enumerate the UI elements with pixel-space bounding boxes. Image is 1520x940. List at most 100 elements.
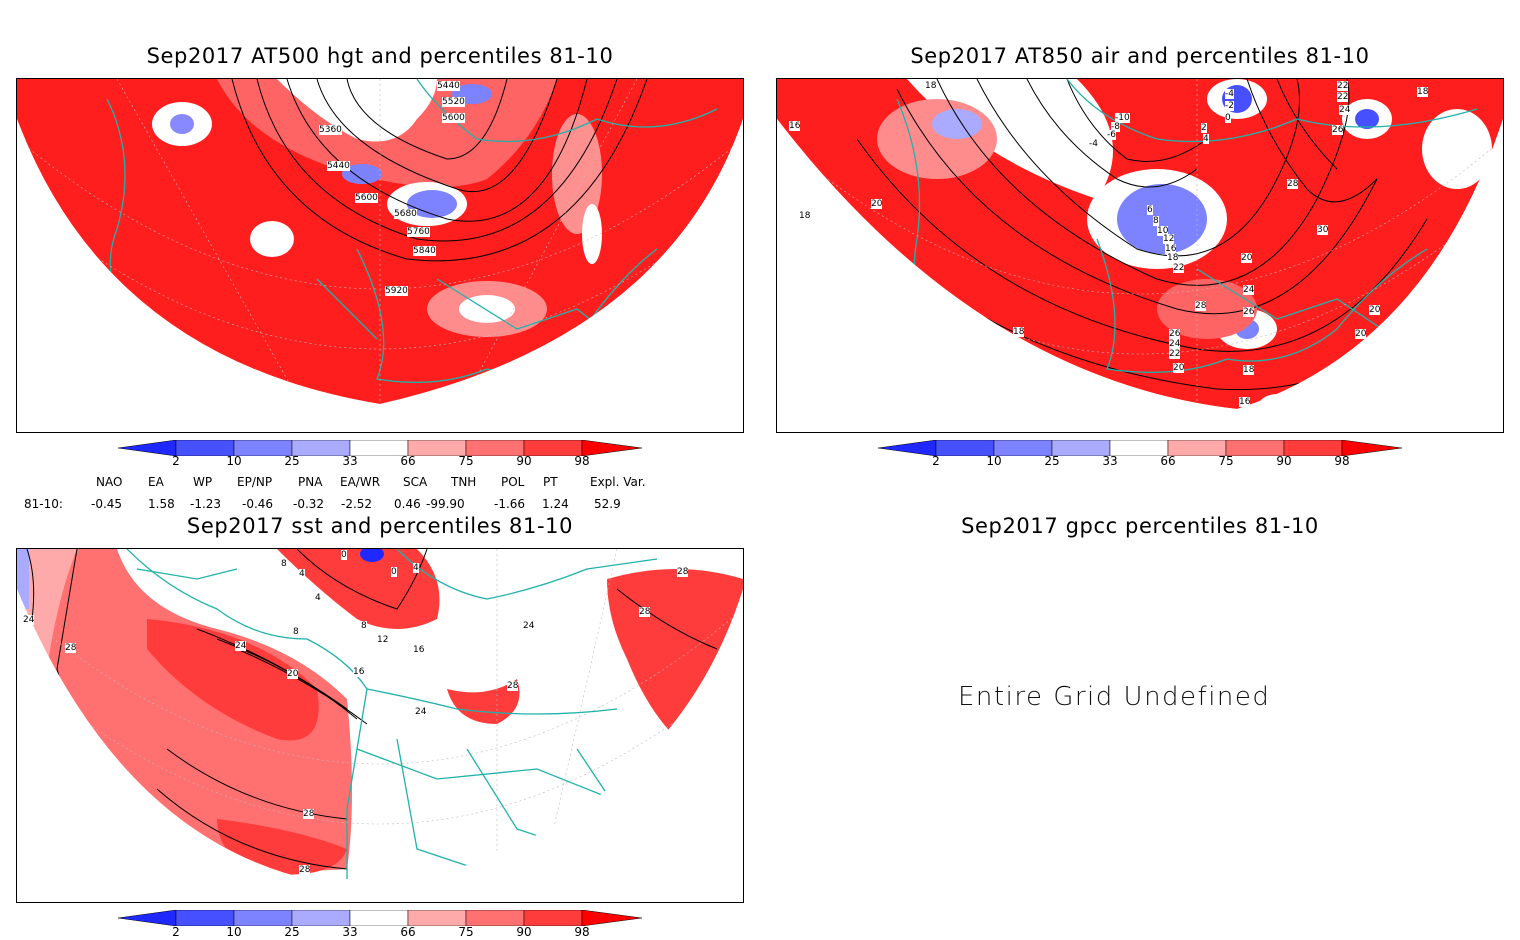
air850-label-35: 22 (1169, 349, 1181, 359)
air850-label-25: 22 (1173, 263, 1185, 273)
air850-legend-bar (877, 439, 1403, 457)
air850-label-30: 28 (1195, 301, 1207, 311)
sst-label-16: 16 (353, 667, 365, 677)
legend-label-66: 66 (400, 925, 416, 939)
legend-label-33: 33 (342, 925, 358, 939)
legend-label-75: 75 (458, 454, 474, 468)
hgt500-legend-bar (117, 439, 643, 457)
sst-label-22: 28 (299, 865, 311, 875)
sst-label-8: 8 (361, 621, 367, 631)
index-value-sca: 0.46 (394, 497, 421, 511)
legend-label-10: 10 (986, 454, 1002, 468)
legend-label-66: 66 (1160, 454, 1176, 468)
air850-label-17: 20 (871, 199, 883, 209)
air850-label-32: 18 (1013, 327, 1025, 337)
legend-label-90: 90 (516, 925, 532, 939)
air850-label-2: -2 (1225, 101, 1234, 111)
air850-label-3: 0 (1225, 113, 1231, 123)
air850-title: Sep2017 AT850 air and percentiles 81-10 (910, 44, 1370, 68)
sst-label-3: 0 (391, 567, 397, 577)
sst-label-18: 28 (507, 681, 519, 691)
air850-label-12: -10 (1115, 113, 1130, 123)
index-header-epnp: EP/NP (237, 475, 273, 489)
index-value-epnp: -0.46 (242, 497, 274, 511)
hgt500-title: Sep2017 AT500 hgt and percentiles 81-10 (146, 44, 614, 68)
hgt500-label-6: 5680 (394, 209, 417, 219)
air850-label-29: 26 (1243, 307, 1255, 317)
gpcc-undefined-message: Entire Grid Undefined (958, 682, 1271, 712)
air850-label-22: 12 (1163, 234, 1175, 244)
legend-label-25: 25 (1044, 454, 1060, 468)
hgt500-label-1: 5520 (442, 97, 465, 107)
sst-label-2: 4 (299, 569, 305, 579)
sst-label-10: 12 (377, 635, 389, 645)
index-header-ea: EA (148, 475, 164, 489)
index-header-nao: NAO (96, 475, 123, 489)
sst-label-14: 16 (413, 645, 425, 655)
hgt500-label-2: 5600 (442, 113, 465, 123)
air850-label-23: 16 (1165, 244, 1177, 254)
index-header-explvar: Expl. Var. (590, 475, 646, 489)
sst-legend-bar (117, 909, 643, 927)
air850-label-26: 20 (1241, 253, 1253, 263)
air850-label-11: 16 (789, 121, 801, 131)
air850-label-34: 24 (1169, 339, 1181, 349)
legend-label-75: 75 (458, 925, 474, 939)
index-header-pna: PNA (298, 475, 323, 489)
teleconnection-index-table: NAO EA WP EP/NP PNA EA/WR SCA TNH POL PT… (0, 475, 700, 515)
legend-label-66: 66 (400, 454, 416, 468)
air850-label-10: 26 (1332, 125, 1344, 135)
index-header-tnh: TNH (451, 475, 477, 489)
legend-label-98: 98 (1334, 454, 1350, 468)
sst-label-1: 8 (281, 559, 287, 569)
air850-label-36: 20 (1173, 363, 1185, 373)
legend-label-33: 33 (1102, 454, 1118, 468)
air850-label-19: 6 (1147, 205, 1153, 215)
sst-label-9: 8 (293, 627, 299, 637)
index-value-pna: -0.32 (293, 497, 325, 511)
legend-label-2: 2 (172, 454, 180, 468)
index-header-pt: PT (543, 475, 558, 489)
air850-label-0: 18 (925, 81, 937, 91)
legend-label-2: 2 (172, 925, 180, 939)
sst-label-19: 28 (639, 607, 651, 617)
hgt500-label-0: 5440 (437, 81, 460, 91)
air850-label-8: 24 (1339, 105, 1351, 115)
index-header-wp: WP (193, 475, 213, 489)
hgt500-label-7: 5760 (407, 227, 430, 237)
air850-label-37: 18 (1243, 365, 1255, 375)
air850-label-28: 24 (1243, 285, 1255, 295)
air850-label-24: 18 (1167, 253, 1179, 263)
sst-label-12: 28 (65, 643, 77, 653)
sst-label-6: 24 (23, 615, 35, 625)
legend-label-98: 98 (574, 925, 590, 939)
legend-label-90: 90 (516, 454, 532, 468)
air850-label-13: -8 (1111, 122, 1120, 132)
sst-label-7: 4 (315, 593, 321, 603)
index-value-tnh: -99.90 (426, 497, 465, 511)
hgt500-label-9: 5920 (385, 286, 408, 296)
sst-label-13: 24 (523, 621, 535, 631)
sst-legend: 2 10 25 33 66 75 90 98 (117, 909, 643, 940)
index-value-wp: -1.23 (190, 497, 222, 511)
hgt500-legend: 2 10 25 33 66 75 90 98 (117, 439, 643, 470)
sst-label-17: 24 (415, 707, 427, 717)
hgt500-label-3: 5360 (319, 125, 342, 135)
sst-map: 0 8 4 0 4 28 24 4 8 8 12 24 28 24 16 20 … (16, 548, 744, 903)
air850-label-20: 8 (1153, 216, 1159, 226)
air850-label-15: -4 (1089, 139, 1098, 149)
sst-label-11: 24 (235, 641, 247, 651)
air850-label-38: 20 (1355, 329, 1367, 339)
air850-map: 18 -4 -2 0 2 4 22 22 24 18 26 16 -10 -8 … (776, 78, 1504, 433)
air850-label-14: -6 (1107, 130, 1116, 140)
legend-label-75: 75 (1218, 454, 1234, 468)
air850-label-4: 2 (1201, 123, 1207, 133)
index-value-eawr: -2.52 (341, 497, 373, 511)
sst-label-20: 28 (303, 809, 315, 819)
gpcc-title: Sep2017 gpcc percentiles 81-10 (961, 514, 1319, 538)
hgt500-label-5: 5600 (355, 193, 378, 203)
sst-label-15: 20 (287, 669, 299, 679)
legend-label-25: 25 (284, 925, 300, 939)
index-header-eawr: EA/WR (340, 475, 381, 489)
air850-label-33: 26 (1169, 329, 1181, 339)
